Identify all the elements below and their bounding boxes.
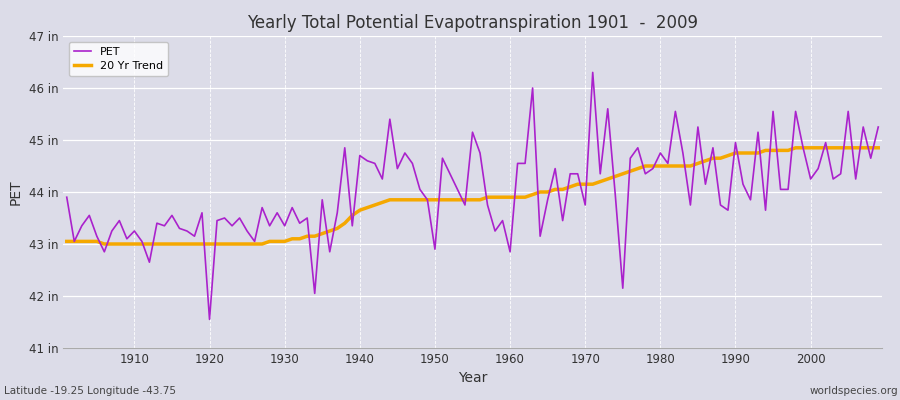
20 Yr Trend xyxy=(339,221,350,226)
PET xyxy=(588,70,598,75)
PET xyxy=(339,145,350,150)
PET xyxy=(204,317,215,322)
20 Yr Trend xyxy=(129,242,140,246)
PET xyxy=(294,221,305,226)
20 Yr Trend xyxy=(512,195,523,200)
20 Yr Trend xyxy=(99,242,110,246)
PET xyxy=(505,249,516,254)
Text: Latitude -19.25 Longitude -43.75: Latitude -19.25 Longitude -43.75 xyxy=(4,386,176,396)
Line: 20 Yr Trend: 20 Yr Trend xyxy=(67,148,878,244)
Y-axis label: PET: PET xyxy=(9,179,23,205)
PET xyxy=(61,195,72,200)
Line: PET: PET xyxy=(67,72,878,320)
PET xyxy=(512,161,523,166)
20 Yr Trend xyxy=(505,195,516,200)
Legend: PET, 20 Yr Trend: PET, 20 Yr Trend xyxy=(68,42,168,76)
20 Yr Trend xyxy=(61,239,72,244)
Title: Yearly Total Potential Evapotranspiration 1901  -  2009: Yearly Total Potential Evapotranspiratio… xyxy=(247,14,698,32)
20 Yr Trend xyxy=(294,236,305,241)
20 Yr Trend xyxy=(873,145,884,150)
X-axis label: Year: Year xyxy=(458,372,487,386)
PET xyxy=(122,236,132,241)
PET xyxy=(610,192,621,197)
Text: worldspecies.org: worldspecies.org xyxy=(810,386,898,396)
20 Yr Trend xyxy=(602,177,613,182)
20 Yr Trend xyxy=(790,145,801,150)
PET xyxy=(873,125,884,130)
